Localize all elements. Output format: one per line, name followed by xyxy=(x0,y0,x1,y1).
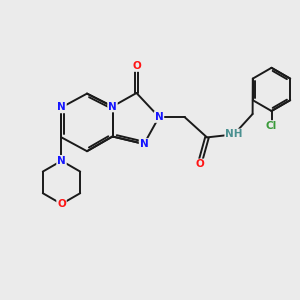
Text: N: N xyxy=(57,156,66,166)
Text: N: N xyxy=(108,101,117,112)
Text: O: O xyxy=(195,159,204,170)
Text: O: O xyxy=(132,61,141,71)
Text: NH: NH xyxy=(225,129,243,140)
Text: Cl: Cl xyxy=(266,121,277,131)
Text: N: N xyxy=(140,139,148,149)
Text: O: O xyxy=(57,199,66,209)
Text: N: N xyxy=(57,102,66,112)
Text: N: N xyxy=(154,112,164,122)
